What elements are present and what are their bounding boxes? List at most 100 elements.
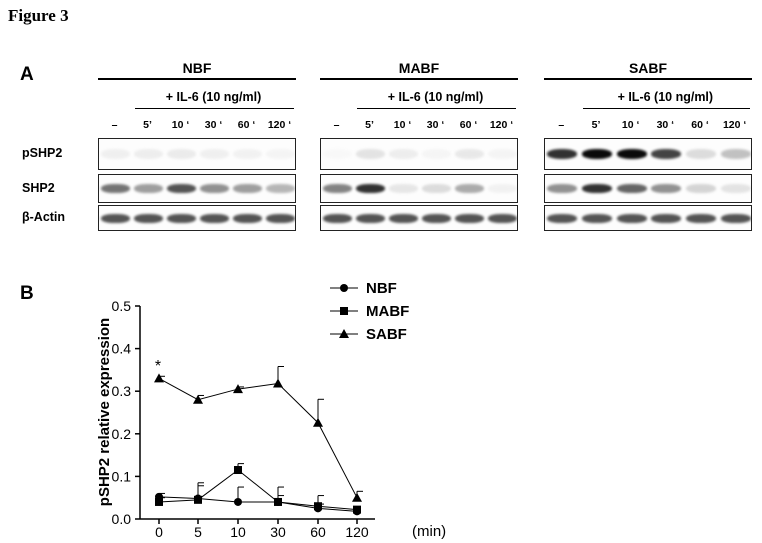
blot-mabf-shp2	[320, 174, 518, 203]
blot-mabf-actin	[320, 205, 518, 231]
legend-label-sabf: SABF	[366, 326, 407, 343]
blot-band	[720, 213, 751, 223]
blot-nbf-actin	[98, 205, 296, 231]
data-point-mabf	[234, 466, 242, 475]
lane-label: 10 ‘	[621, 119, 640, 131]
blot-band	[389, 213, 418, 223]
data-point-sabf	[313, 417, 323, 427]
blot-band	[488, 213, 517, 223]
data-point-mabf	[194, 495, 202, 504]
group-name-nbf: NBF	[182, 60, 212, 76]
blot-band	[101, 149, 130, 159]
legend-marker-nbf	[340, 284, 348, 292]
data-point-sabf	[352, 492, 362, 502]
lane-label: –	[111, 119, 118, 131]
lane-label: –	[333, 119, 340, 131]
blot-band	[547, 213, 578, 223]
data-point-nbf	[234, 497, 242, 506]
blot-band	[488, 184, 517, 193]
treatment-underline	[582, 108, 750, 109]
lane-label: 10 ‘	[393, 119, 412, 131]
blot-band	[134, 149, 163, 159]
lane-label: 5’	[591, 119, 601, 131]
blot-band	[651, 149, 682, 159]
series-line-sabf	[158, 377, 358, 498]
x-tick-label: 0	[155, 524, 163, 540]
blot-band	[651, 213, 682, 223]
blot-band	[200, 213, 229, 223]
panel-a-letter: A	[20, 64, 34, 85]
panel-b-letter: B	[20, 283, 34, 304]
lane-label: 120 ‘	[722, 119, 747, 131]
chart-legend: NBF MABF SABF	[330, 280, 409, 343]
blot-band	[488, 149, 517, 159]
y-tick-label: 0.5	[112, 298, 132, 314]
data-point-mabf	[314, 502, 322, 511]
data-point-mabf	[353, 505, 361, 514]
blot-band	[616, 149, 647, 159]
blot-band	[323, 213, 352, 223]
blot-band	[686, 213, 716, 223]
blot-band	[582, 213, 612, 223]
lane-label: 30 ‘	[656, 119, 675, 131]
legend-marker-mabf	[340, 307, 348, 315]
group-name-sabf: SABF	[628, 60, 668, 76]
blot-band	[422, 149, 451, 159]
blot-band	[167, 184, 196, 193]
blot-band	[266, 184, 295, 193]
y-tick-label: 0.3	[112, 383, 132, 399]
x-axis-unit-label: (min)	[412, 523, 446, 540]
blot-band	[720, 149, 751, 159]
x-tick-label: 5	[194, 524, 202, 540]
legend-label-mabf: MABF	[366, 303, 409, 320]
blot-sabf-pshp2	[544, 138, 752, 170]
blot-row-label-pshp2: pSHP2	[22, 146, 63, 160]
blot-band	[422, 213, 451, 223]
treatment-label: + IL-6 (10 ng/ml)	[387, 90, 484, 104]
lane-label: 120 ‘	[267, 119, 292, 131]
blot-band	[389, 149, 418, 159]
western-blot-panel: pSHP2 SHP2 β-Actin NBF + IL-6 (10 ng/ml) – 5’ 1…	[0, 0, 762, 250]
blot-band	[200, 149, 229, 159]
data-point-sabf	[154, 373, 164, 383]
blot-band	[547, 184, 578, 193]
blot-band	[134, 184, 163, 193]
blot-sabf-actin	[544, 205, 752, 231]
blot-sabf-shp2	[544, 174, 752, 203]
group-name-mabf: MABF	[398, 60, 440, 76]
blot-row-label-shp2: SHP2	[22, 180, 55, 195]
blot-nbf-shp2	[98, 174, 296, 203]
treatment-label: + IL-6 (10 ng/ml)	[617, 90, 714, 104]
blot-band	[616, 213, 647, 223]
series-line-mabf	[158, 469, 358, 511]
blot-band	[547, 149, 578, 159]
x-tick-label: 30	[270, 524, 286, 540]
line-chart: pSHP2 relative expression (min) * 0.0 0.1…	[96, 280, 446, 540]
lane-label: 30 ‘	[426, 119, 445, 131]
blot-band	[582, 149, 612, 159]
blot-band	[101, 213, 130, 223]
lane-label: 5’	[365, 119, 374, 131]
figure-title: Figure 3	[8, 6, 69, 25]
blot-band	[233, 149, 262, 159]
lane-label: –	[558, 119, 565, 131]
data-point-mabf	[274, 497, 282, 506]
blot-band	[323, 184, 352, 193]
lane-label: 10 ‘	[171, 119, 190, 131]
treatment-underline	[357, 108, 516, 109]
lane-label: 60 ‘	[237, 119, 256, 131]
blot-band	[167, 213, 196, 223]
legend-label-nbf: NBF	[366, 280, 397, 297]
lane-label: 5’	[143, 119, 152, 131]
x-tick-label: 120	[345, 524, 369, 540]
lane-label: 120 ‘	[489, 119, 514, 131]
blot-band	[455, 184, 484, 193]
blot-band	[651, 184, 682, 193]
blot-band	[616, 184, 647, 193]
legend-marker-sabf	[339, 329, 349, 338]
data-point-sabf	[193, 394, 203, 404]
y-axis-label: pSHP2 relative expression	[96, 318, 113, 506]
data-point-mabf	[155, 497, 163, 506]
group-underline	[544, 78, 752, 80]
blot-band	[582, 184, 612, 193]
